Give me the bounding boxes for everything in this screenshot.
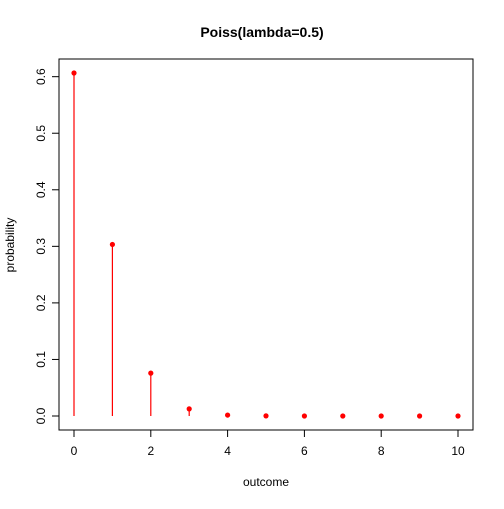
y-axis-label: probability <box>3 218 17 273</box>
probability-point <box>225 412 231 418</box>
probability-point <box>340 413 346 419</box>
y-axis: 0.0 0.1 0.2 0.3 0.4 0.5 0.6 <box>34 68 60 424</box>
x-tick-label: 2 <box>147 444 154 458</box>
x-tick-label: 0 <box>71 444 78 458</box>
probability-point <box>417 413 423 419</box>
y-tick-label: 0.2 <box>34 294 48 311</box>
x-tick-label: 8 <box>378 444 385 458</box>
y-tick-label: 0.4 <box>34 181 48 198</box>
probability-point <box>148 370 154 376</box>
y-tick-label: 0.1 <box>34 351 48 368</box>
probability-point <box>109 241 115 248</box>
probability-points <box>71 70 461 419</box>
chart-title: Poiss(lambda=0.5) <box>200 24 323 40</box>
y-tick-label: 0.6 <box>34 68 48 85</box>
x-axis-label: outcome <box>243 475 289 489</box>
probability-point <box>186 406 192 412</box>
probability-point <box>71 70 77 76</box>
probability-point <box>455 413 461 419</box>
x-tick-label: 10 <box>451 444 465 458</box>
probability-stems <box>73 73 267 416</box>
probability-point <box>301 413 307 419</box>
y-tick-label: 0.5 <box>34 125 48 142</box>
probability-point <box>378 413 384 419</box>
plot-frame <box>58 58 474 431</box>
x-axis: 0 2 4 6 8 10 <box>71 429 465 458</box>
x-tick-label: 6 <box>301 444 308 458</box>
x-tick-label: 4 <box>224 444 231 458</box>
probability-point <box>263 413 269 419</box>
y-tick-label: 0.3 <box>34 238 48 255</box>
y-tick-label: 0.0 <box>34 407 48 424</box>
